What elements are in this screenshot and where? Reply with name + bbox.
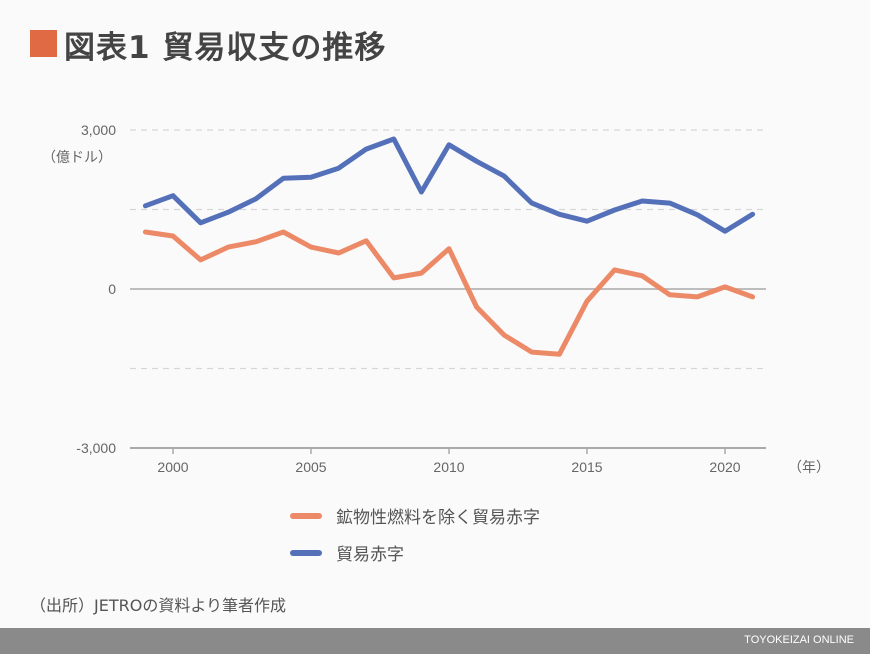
- legend-label: 鉱物性燃料を除く貿易赤字: [336, 508, 540, 528]
- series-line-orange: [142, 229, 756, 357]
- series-line-blue: [142, 136, 756, 234]
- y-tick-label: 0: [108, 281, 116, 297]
- x-tick-label: 2010: [433, 459, 464, 475]
- line-chart: -3,000 0 3,000 （億ドル） 2000 2005 2010 2015 2020 （年）: [42, 122, 830, 476]
- x-tick-label: 2005: [295, 459, 326, 475]
- chart-title: 図表1 貿易収支の推移: [64, 30, 387, 66]
- footer-bar: TOYOKEIZAI ONLINE: [0, 628, 870, 654]
- x-tick-label: 2020: [709, 459, 740, 475]
- y-axis-unit-label: （億ドル）: [42, 150, 112, 166]
- footer-brand: TOYOKEIZAI ONLINE: [744, 634, 854, 646]
- x-tick-label: 2000: [157, 459, 188, 475]
- legend-swatch-blue: [290, 549, 322, 556]
- y-tick-label: 3,000: [81, 122, 116, 138]
- legend-item-blue: 貿易赤字: [290, 540, 404, 565]
- legend-swatch-orange: [290, 512, 322, 519]
- y-tick-label: -3,000: [76, 440, 116, 456]
- legend-label: 貿易赤字: [336, 545, 404, 565]
- x-tick-label: 2015: [571, 459, 602, 475]
- title-accent-square: [30, 30, 57, 57]
- x-axis-unit-label: （年）: [788, 460, 830, 476]
- legend-item-orange: 鉱物性燃料を除く貿易赤字: [290, 503, 540, 528]
- source-note: （出所）JETROの資料より筆者作成: [30, 596, 286, 615]
